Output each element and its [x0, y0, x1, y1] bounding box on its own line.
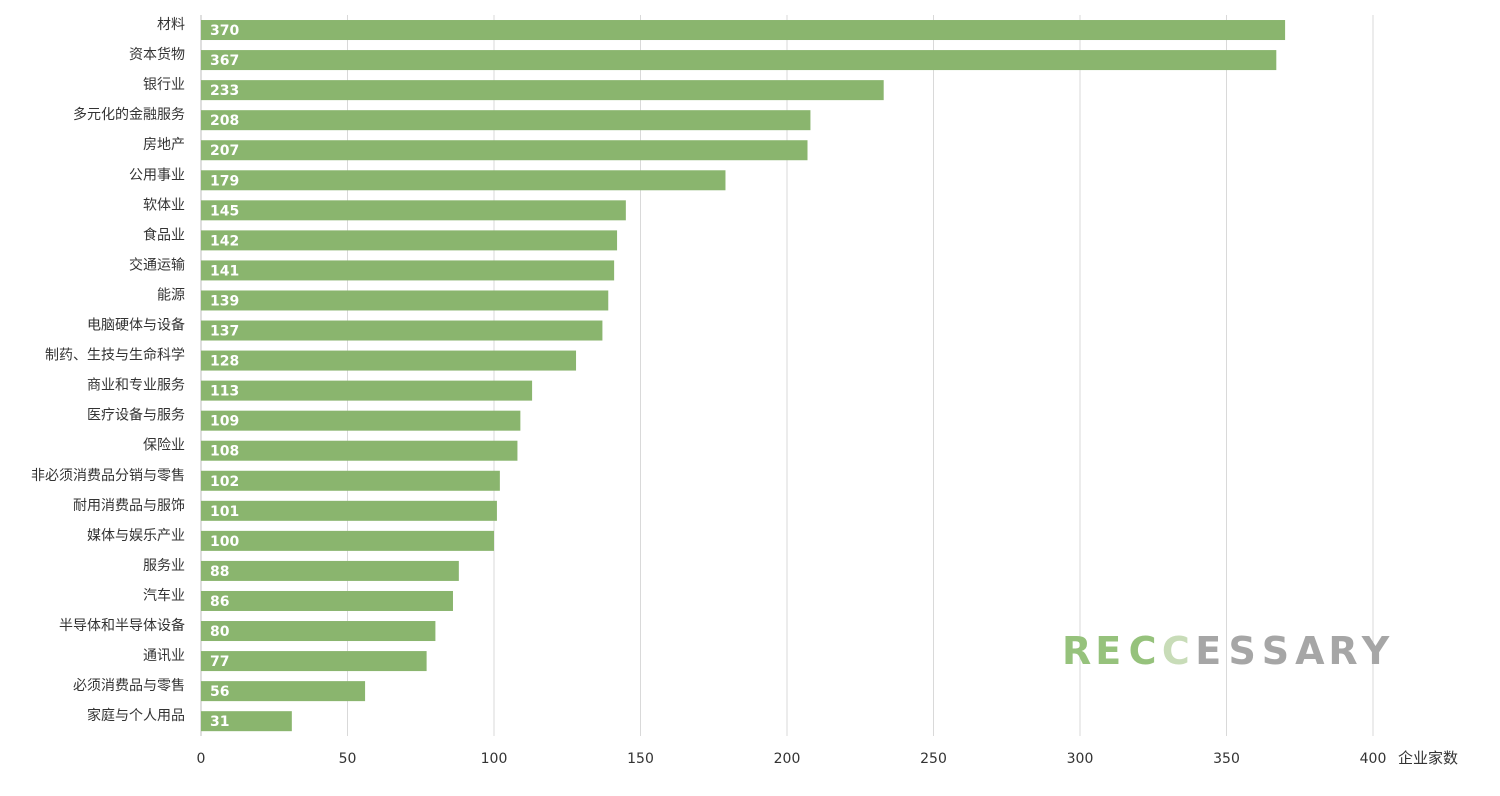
bar	[201, 140, 808, 161]
category-label: 房地产	[143, 137, 185, 153]
bar-value-label: 101	[210, 504, 239, 520]
bar-value-label: 137	[210, 324, 239, 340]
bar	[201, 80, 884, 101]
category-label: 商业和专业服务	[87, 378, 185, 394]
bar	[201, 260, 615, 281]
x-tick-label: 50	[339, 751, 357, 767]
bar	[201, 440, 518, 461]
bar-value-label: 370	[210, 23, 239, 39]
category-labels: 材料资本货物银行业多元化的金融服务房地产公用事业软体业食品业交通运输能源电脑硬体…	[31, 17, 185, 724]
category-label: 半导体和半导体设备	[59, 617, 185, 634]
bar-value-label: 139	[210, 293, 239, 309]
bar-value-label: 102	[210, 474, 239, 490]
bar-value-label: 100	[210, 534, 239, 550]
bar	[201, 230, 618, 251]
bar	[201, 290, 609, 311]
bar	[201, 651, 427, 672]
category-label: 服务业	[143, 558, 185, 574]
category-label: 耐用消费品与服饰	[73, 498, 185, 514]
bar-value-label: 367	[210, 53, 239, 69]
bar	[201, 320, 603, 341]
bar-value-label: 80	[210, 624, 230, 640]
category-label: 保险业	[143, 438, 185, 454]
category-label: 银行业	[143, 77, 185, 93]
watermark-letter: R	[1328, 629, 1357, 673]
category-label: 软体业	[143, 197, 185, 213]
bar-value-label: 179	[210, 173, 239, 189]
bar-value-label: 128	[210, 354, 239, 370]
bar	[201, 500, 497, 521]
bars: 370 367 233 208 207 179 145 142 141 139 137 128 113 1…	[201, 20, 1286, 732]
bar	[201, 590, 453, 611]
watermark-letter: C	[1129, 629, 1157, 673]
bar	[201, 110, 811, 131]
bar	[201, 50, 1277, 71]
bar-value-label: 145	[210, 203, 239, 219]
category-label: 资本货物	[129, 46, 185, 63]
bar-value-label: 233	[210, 83, 239, 99]
bar-value-label: 31	[210, 714, 229, 730]
category-label: 多元化的金融服务	[73, 106, 185, 123]
bar	[201, 350, 577, 371]
bar	[201, 530, 494, 551]
bar-value-label: 88	[210, 564, 229, 580]
x-axis-title: 企业家数	[1398, 749, 1458, 767]
watermark-letter: R	[1062, 629, 1091, 673]
watermark-letter: E	[1095, 629, 1121, 673]
bar-value-label: 77	[210, 654, 229, 670]
bar	[201, 20, 1286, 41]
category-label: 家庭与个人用品	[87, 707, 185, 724]
x-tick-label: 350	[1213, 751, 1240, 767]
x-tick-label: 250	[920, 751, 947, 767]
bar	[201, 711, 292, 732]
category-label: 食品业	[143, 226, 185, 243]
bar	[201, 410, 521, 431]
watermark-letter: S	[1262, 629, 1289, 673]
bar	[201, 200, 626, 221]
bar-value-label: 109	[210, 414, 239, 430]
bar	[201, 621, 436, 642]
watermark-letter: S	[1229, 629, 1256, 673]
x-tick-label: 0	[197, 751, 206, 767]
category-label: 制药、生技与生命科学	[45, 347, 185, 364]
bar-value-label: 108	[210, 444, 239, 460]
category-label: 通讯业	[143, 648, 185, 664]
watermark-letter: E	[1195, 629, 1221, 673]
bar-value-label: 207	[210, 143, 239, 159]
bar-value-label: 142	[210, 233, 239, 249]
bar-value-label: 208	[210, 113, 239, 129]
bar	[201, 170, 726, 191]
bar	[201, 380, 533, 401]
x-tick-label: 150	[627, 751, 654, 767]
bar-value-label: 56	[210, 684, 229, 700]
category-label: 医疗设备与服务	[87, 407, 185, 424]
watermark-letter: Y	[1361, 629, 1390, 673]
category-label: 交通运输	[129, 256, 185, 273]
x-tick-labels: 0 50 100 150 200 250 300 350 400	[197, 751, 1387, 767]
category-label: 公用事业	[129, 167, 185, 183]
x-tick-label: 300	[1067, 751, 1094, 767]
x-tick-label: 100	[481, 751, 508, 767]
category-label: 非必须消费品分销与零售	[31, 468, 185, 484]
category-label: 汽车业	[143, 587, 185, 604]
bar-value-label: 113	[210, 384, 239, 400]
bar-value-label: 141	[210, 263, 239, 279]
category-label: 必须消费品与零售	[73, 678, 185, 694]
x-tick-label: 400	[1360, 751, 1387, 767]
bar	[201, 560, 459, 581]
watermark-letter: C	[1162, 629, 1190, 673]
watermark-letter: A	[1295, 629, 1325, 673]
bar	[201, 470, 500, 491]
bar	[201, 681, 366, 702]
grid-lines	[200, 15, 1374, 736]
category-label: 媒体与娱乐产业	[87, 528, 185, 544]
x-tick-label: 200	[774, 751, 801, 767]
category-label: 材料	[157, 17, 185, 33]
bar-value-label: 86	[210, 594, 229, 610]
category-label: 电脑硬体与设备	[87, 317, 185, 334]
category-label: 能源	[157, 287, 185, 303]
